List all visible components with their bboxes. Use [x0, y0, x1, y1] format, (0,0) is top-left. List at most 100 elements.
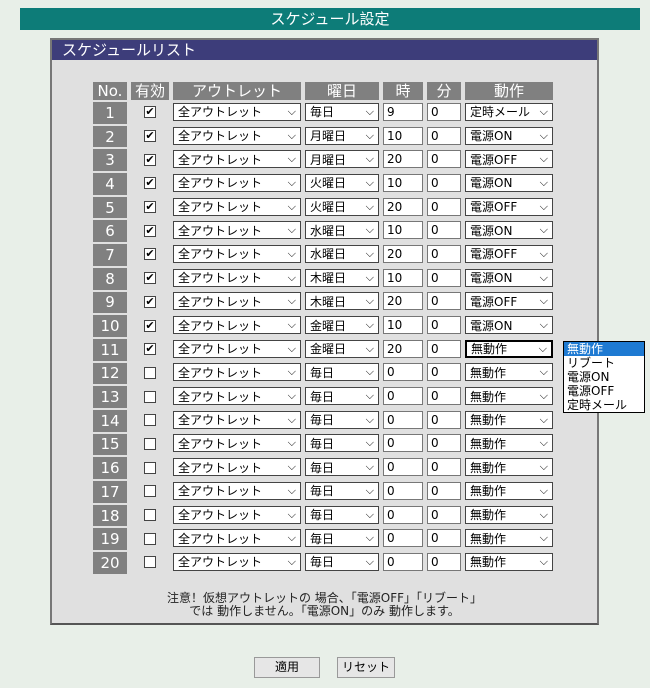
enabled-checkbox[interactable]: ✔: [144, 176, 156, 190]
hour-input[interactable]: 20: [383, 197, 423, 216]
dropdown-option[interactable]: 定時メール: [567, 398, 628, 412]
day-select[interactable]: 毎日 ⌵: [305, 529, 379, 548]
action-select[interactable]: 電源OFF ⌵: [465, 150, 553, 169]
hour-input[interactable]: 0: [383, 481, 423, 500]
enabled-checkbox[interactable]: ✔: [144, 294, 156, 308]
action-select[interactable]: 電源OFF ⌵: [465, 244, 553, 263]
enabled-checkbox[interactable]: ✔: [144, 247, 156, 261]
day-select[interactable]: 水曜日 ⌵: [305, 244, 379, 263]
action-select[interactable]: 無動作 ⌵: [465, 505, 553, 524]
enabled-checkbox[interactable]: [144, 556, 156, 569]
enabled-checkbox[interactable]: [144, 366, 156, 379]
minute-input[interactable]: 0: [427, 173, 461, 192]
minute-input[interactable]: 0: [427, 552, 461, 571]
outlet-select[interactable]: 全アウトレット ⌵: [173, 339, 301, 358]
day-select[interactable]: 木曜日 ⌵: [305, 292, 379, 311]
outlet-select[interactable]: 全アウトレット ⌵: [173, 244, 301, 263]
day-select[interactable]: 毎日 ⌵: [305, 552, 379, 571]
minute-input[interactable]: 0: [427, 363, 461, 382]
minute-input[interactable]: 0: [427, 150, 461, 169]
action-select[interactable]: 無動作 ⌵: [465, 552, 553, 571]
day-select[interactable]: 火曜日 ⌵: [305, 197, 379, 216]
day-select[interactable]: 毎日 ⌵: [305, 102, 379, 121]
action-select[interactable]: 電源ON ⌵: [465, 173, 553, 192]
hour-input[interactable]: 20: [383, 292, 423, 311]
enabled-checkbox[interactable]: ✔: [144, 152, 156, 166]
action-select[interactable]: 無動作 ⌵: [465, 529, 553, 548]
hour-input[interactable]: 9: [383, 102, 423, 121]
enabled-checkbox[interactable]: ✔: [144, 271, 156, 285]
minute-input[interactable]: 0: [427, 505, 461, 524]
minute-input[interactable]: 0: [427, 292, 461, 311]
hour-input[interactable]: 20: [383, 150, 423, 169]
reset-button[interactable]: リセット: [337, 657, 395, 678]
minute-input[interactable]: 0: [427, 387, 461, 406]
action-select[interactable]: 電源ON ⌵: [465, 221, 553, 240]
outlet-select[interactable]: 全アウトレット ⌵: [173, 552, 301, 571]
day-select[interactable]: 木曜日 ⌵: [305, 268, 379, 287]
day-select[interactable]: 水曜日 ⌵: [305, 221, 379, 240]
action-select[interactable]: 電源ON ⌵: [465, 268, 553, 287]
hour-input[interactable]: 0: [383, 458, 423, 477]
outlet-select[interactable]: 全アウトレット ⌵: [173, 126, 301, 145]
enabled-checkbox[interactable]: [144, 532, 156, 545]
apply-button[interactable]: 適用: [254, 657, 320, 678]
day-select[interactable]: 毎日 ⌵: [305, 505, 379, 524]
dropdown-option[interactable]: 電源OFF: [567, 384, 615, 398]
hour-input[interactable]: 0: [383, 387, 423, 406]
day-select[interactable]: 月曜日 ⌵: [305, 150, 379, 169]
outlet-select[interactable]: 全アウトレット ⌵: [173, 292, 301, 311]
hour-input[interactable]: 0: [383, 529, 423, 548]
enabled-checkbox[interactable]: ✔: [144, 342, 156, 356]
hour-input[interactable]: 20: [383, 244, 423, 263]
minute-input[interactable]: 0: [427, 244, 461, 263]
action-select[interactable]: 電源OFF ⌵: [465, 197, 553, 216]
hour-input[interactable]: 10: [383, 268, 423, 287]
outlet-select[interactable]: 全アウトレット ⌵: [173, 316, 301, 335]
minute-input[interactable]: 0: [427, 410, 461, 429]
enabled-checkbox[interactable]: ✔: [144, 105, 156, 119]
enabled-checkbox[interactable]: [144, 485, 156, 498]
hour-input[interactable]: 10: [383, 173, 423, 192]
hour-input[interactable]: 20: [383, 339, 423, 358]
day-select[interactable]: 毎日 ⌵: [305, 387, 379, 406]
action-select[interactable]: 無動作 ⌵: [465, 363, 553, 382]
minute-input[interactable]: 0: [427, 434, 461, 453]
enabled-checkbox[interactable]: [144, 390, 156, 403]
day-select[interactable]: 毎日 ⌵: [305, 363, 379, 382]
outlet-select[interactable]: 全アウトレット ⌵: [173, 221, 301, 240]
outlet-select[interactable]: 全アウトレット ⌵: [173, 197, 301, 216]
hour-input[interactable]: 10: [383, 316, 423, 335]
dropdown-option[interactable]: 無動作: [564, 342, 644, 356]
outlet-select[interactable]: 全アウトレット ⌵: [173, 173, 301, 192]
hour-input[interactable]: 0: [383, 552, 423, 571]
action-select[interactable]: 無動作 ⌵: [465, 434, 553, 453]
day-select[interactable]: 毎日 ⌵: [305, 410, 379, 429]
day-select[interactable]: 月曜日 ⌵: [305, 126, 379, 145]
dropdown-option[interactable]: 電源ON: [567, 370, 610, 384]
dropdown-option[interactable]: リブート: [567, 356, 616, 370]
enabled-checkbox[interactable]: ✔: [144, 200, 156, 214]
enabled-checkbox[interactable]: [144, 509, 156, 522]
day-select[interactable]: 毎日 ⌵: [305, 458, 379, 477]
hour-input[interactable]: 0: [383, 410, 423, 429]
minute-input[interactable]: 0: [427, 458, 461, 477]
action-select[interactable]: 無動作 ⌵: [465, 410, 553, 429]
minute-input[interactable]: 0: [427, 268, 461, 287]
outlet-select[interactable]: 全アウトレット ⌵: [173, 529, 301, 548]
minute-input[interactable]: 0: [427, 221, 461, 240]
action-select[interactable]: 無動作 ⌵: [465, 458, 553, 477]
hour-input[interactable]: 0: [383, 363, 423, 382]
action-select[interactable]: 無動作 ⌵: [465, 481, 553, 500]
outlet-select[interactable]: 全アウトレット ⌵: [173, 150, 301, 169]
outlet-select[interactable]: 全アウトレット ⌵: [173, 268, 301, 287]
enabled-checkbox[interactable]: [144, 461, 156, 474]
minute-input[interactable]: 0: [427, 197, 461, 216]
outlet-select[interactable]: 全アウトレット ⌵: [173, 505, 301, 524]
action-dropdown-list[interactable]: 無動作 リブート 電源ON 電源OFF 定時メール: [563, 341, 645, 413]
hour-input[interactable]: 0: [383, 505, 423, 524]
day-select[interactable]: 毎日 ⌵: [305, 481, 379, 500]
outlet-select[interactable]: 全アウトレット ⌵: [173, 434, 301, 453]
minute-input[interactable]: 0: [427, 102, 461, 121]
outlet-select[interactable]: 全アウトレット ⌵: [173, 387, 301, 406]
